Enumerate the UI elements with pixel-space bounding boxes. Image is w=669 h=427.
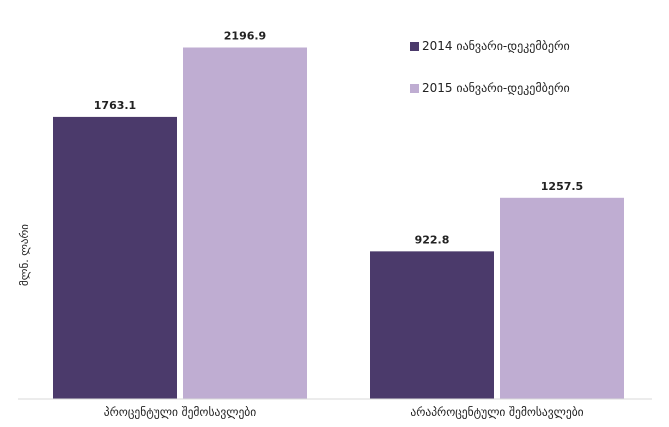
value-label: 1763.1 <box>94 99 136 112</box>
bar-2015-non-interest <box>500 198 624 399</box>
legend-label-2015: 2015 იანვარი-დეკემბერი <box>422 81 570 95</box>
category-label: პროცენტული შემოსავლები <box>104 405 256 419</box>
category-labels-group: პროცენტული შემოსავლები არაპროცენტული შემო… <box>104 405 584 419</box>
bar-2014-non-interest <box>370 251 494 399</box>
legend-item-2014: 2014 იანვარი-დეკემბერი <box>410 36 570 56</box>
legend: 2014 იანვარი-დეკემბერი 2015 იანვარი-დეკე… <box>410 36 570 120</box>
category-label: არაპროცენტული შემოსავლები <box>410 405 583 419</box>
legend-item-2015: 2015 იანვარი-დეკემბერი <box>410 78 570 98</box>
legend-label-2014: 2014 იანვარი-დეკემბერი <box>422 39 570 53</box>
bar-2014-interest <box>53 117 177 399</box>
value-label: 922.8 <box>415 233 450 246</box>
y-axis-label: მლნ. ლარი <box>18 224 31 286</box>
value-label: 1257.5 <box>541 180 583 193</box>
legend-swatch-2015 <box>410 84 419 93</box>
bar-2015-interest <box>183 47 307 399</box>
legend-swatch-2014 <box>410 42 419 51</box>
value-label: 2196.9 <box>224 29 266 42</box>
